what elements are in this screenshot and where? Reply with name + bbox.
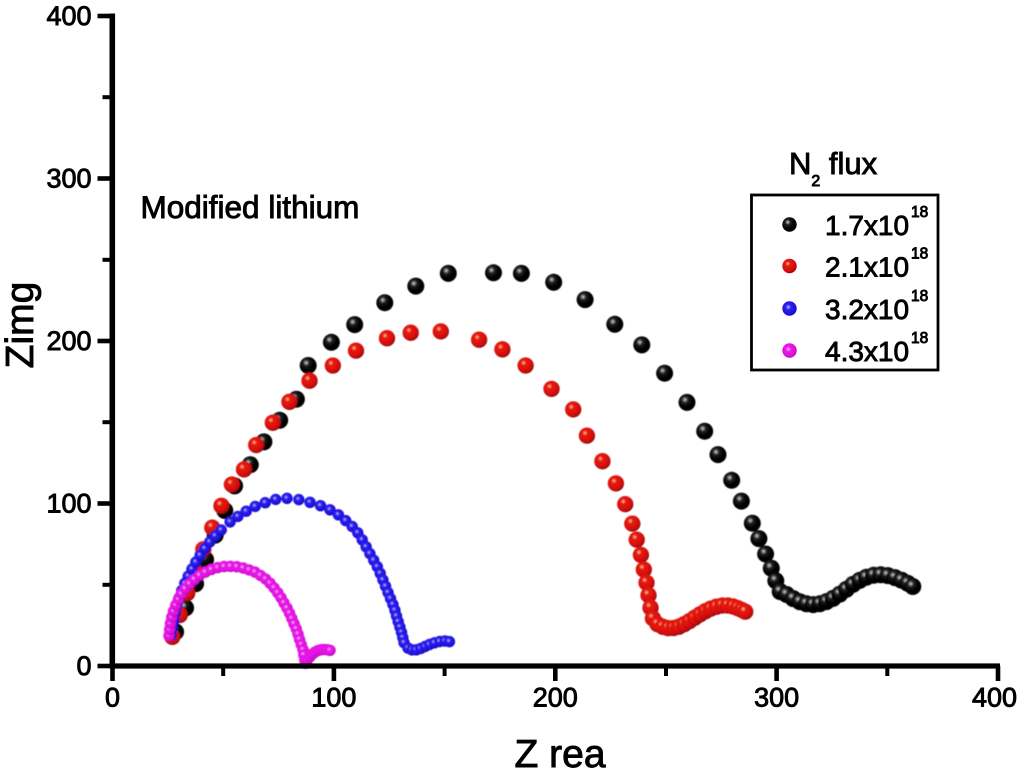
svg-text:300: 300 [46, 164, 91, 194]
svg-text:400: 400 [972, 683, 1017, 713]
svg-text:18: 18 [911, 246, 928, 263]
svg-text:18: 18 [911, 330, 928, 347]
svg-text:100: 100 [311, 683, 356, 713]
svg-text:400: 400 [46, 1, 91, 31]
svg-text:18: 18 [911, 204, 928, 221]
svg-text:3.2x10: 3.2x10 [825, 294, 909, 325]
svg-text:Z rea: Z rea [514, 733, 605, 770]
svg-text:0: 0 [105, 683, 120, 713]
svg-text:Modified lithium: Modified lithium [141, 189, 360, 225]
svg-text:200: 200 [533, 683, 578, 713]
svg-text:Zimg: Zimg [0, 282, 42, 369]
svg-text:2.1x10: 2.1x10 [825, 252, 909, 283]
svg-text:4.3x10: 4.3x10 [825, 336, 909, 367]
svg-text:18: 18 [911, 288, 928, 305]
svg-text:200: 200 [46, 326, 91, 356]
svg-text:0: 0 [76, 651, 91, 681]
svg-text:100: 100 [46, 489, 91, 519]
svg-text:1.7x10: 1.7x10 [825, 210, 909, 241]
svg-text:300: 300 [754, 683, 799, 713]
